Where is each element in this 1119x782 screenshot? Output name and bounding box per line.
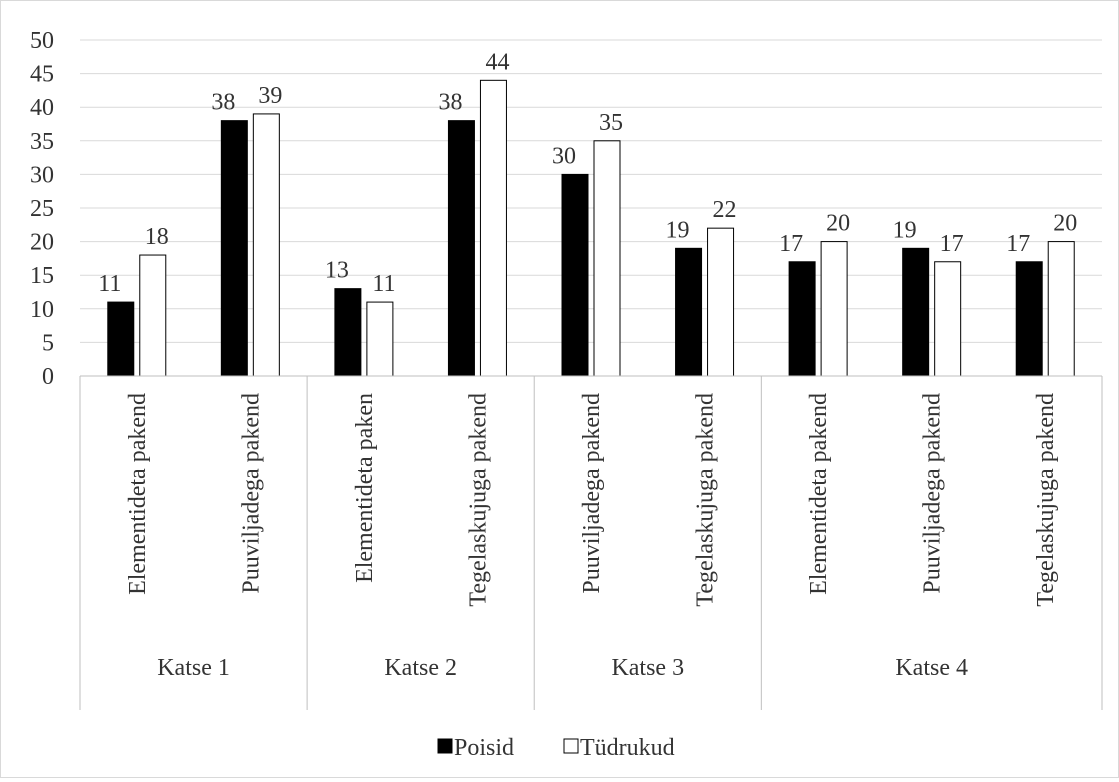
category-label: Puuviljadega pakend [920,393,946,594]
category-label: Tegelaskujuga pakend [465,393,491,607]
bar-tüdrukud [1047,241,1075,377]
y-tick-label: 15 [30,263,54,289]
category-label: Puuviljadega pakend [238,393,264,594]
bar-tüdrukud [139,254,167,377]
y-tick-label: 5 [42,330,54,356]
data-label: 44 [485,49,509,75]
category-label: Tegelaskujuga pakend [693,393,719,607]
data-label: 38 [211,90,235,116]
data-label: 17 [1006,231,1030,257]
data-label: 19 [893,217,917,243]
data-label: 38 [438,90,462,116]
category-label: Puuviljadega pakend [579,393,605,594]
bar-tüdrukud [252,113,280,377]
bar-tüdrukud [707,227,735,377]
bar-poisid [902,247,930,377]
bar-poisid [1015,261,1043,377]
category-label: Elementideta pakend [125,393,151,595]
bar-tüdrukud [820,241,848,377]
category-label: Tegelaskujuga pakend [1033,393,1059,607]
data-label: 19 [666,217,690,243]
data-label: 17 [940,231,964,257]
bar-poisid [334,288,362,377]
y-tick-label: 35 [30,129,54,155]
y-tick-label: 10 [30,297,54,323]
y-tick-label: 0 [42,364,54,390]
legend-swatch-tüdrukud [563,738,579,754]
data-label: 35 [599,110,623,136]
group-label: Katse 2 [384,655,457,681]
y-tick-label: 20 [30,230,54,256]
bar-poisid [675,247,703,377]
group-label: Katse 4 [895,655,968,681]
bar-tüdrukud [366,301,394,377]
category-label: Elementideta paken [352,393,378,583]
data-label: 18 [145,224,169,250]
legend-label: Tüdrukud [580,735,675,761]
legend-label: Poisid [454,735,514,761]
y-tick-label: 25 [30,196,54,222]
data-label: 13 [325,258,349,284]
legend-swatch-poisid [437,738,453,754]
bar-poisid [788,261,816,377]
data-label: 11 [98,271,121,297]
data-label: 11 [372,271,395,297]
bar-poisid [561,173,589,377]
bar-poisid [447,120,475,377]
bar-tüdrukud [934,261,962,377]
bar-tüdrukud [479,79,507,377]
group-label: Katse 3 [611,655,684,681]
y-tick-label: 40 [30,95,54,121]
y-tick-label: 45 [30,62,54,88]
bar-poisid [220,120,248,377]
data-label: 20 [826,211,850,237]
y-tick-label: 30 [30,162,54,188]
data-label: 20 [1053,211,1077,237]
category-label: Elementideta pakend [806,393,832,595]
data-label: 17 [779,231,803,257]
bar-tüdrukud [593,140,621,377]
group-label: Katse 1 [157,655,230,681]
bar-poisid [107,301,135,377]
data-label: 39 [258,83,282,109]
data-label: 30 [552,143,576,169]
data-label: 22 [713,197,737,223]
y-tick-label: 50 [30,28,54,54]
